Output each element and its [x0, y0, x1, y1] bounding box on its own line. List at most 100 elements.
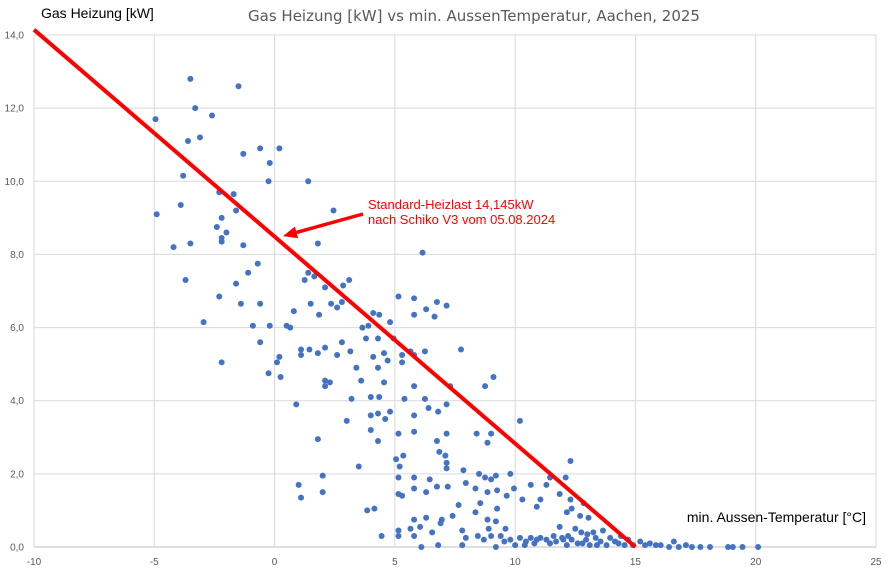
data-point	[411, 295, 418, 302]
data-point	[597, 538, 604, 545]
data-point	[367, 412, 374, 419]
data-point	[519, 496, 526, 503]
data-point	[547, 540, 554, 547]
data-point	[560, 536, 567, 543]
data-point	[565, 533, 572, 540]
data-point	[314, 350, 321, 357]
x-tick-label: -10	[27, 557, 42, 568]
data-point	[567, 496, 574, 503]
data-point	[590, 529, 597, 536]
data-point	[533, 536, 540, 543]
data-point	[431, 313, 438, 320]
data-point	[359, 324, 366, 331]
data-point	[192, 105, 199, 112]
data-point	[395, 533, 402, 540]
data-point	[444, 483, 451, 490]
data-point	[382, 416, 389, 422]
x-axis-label: min. Aussen-Temperatur [°C]	[687, 509, 866, 525]
x-tick-label: -5	[150, 557, 159, 568]
data-point	[472, 485, 479, 492]
data-point	[396, 463, 403, 470]
data-point	[367, 426, 374, 433]
data-point	[375, 437, 382, 444]
data-point	[319, 472, 326, 479]
data-point	[418, 544, 425, 550]
data-point	[550, 533, 557, 540]
data-point	[459, 527, 466, 534]
annotation: Standard-Heizlast 14,145kW nach Schiko V…	[282, 197, 555, 239]
data-point	[295, 481, 302, 488]
data-point	[257, 300, 264, 307]
data-point	[301, 277, 308, 284]
data-point	[637, 538, 644, 545]
x-tick-label: 5	[392, 557, 398, 568]
data-point	[245, 269, 252, 276]
data-point	[666, 544, 673, 550]
data-point	[482, 383, 489, 390]
data-point	[449, 512, 456, 519]
data-point	[615, 540, 622, 547]
data-point	[235, 83, 242, 90]
data-point	[362, 335, 369, 342]
data-point	[290, 308, 297, 315]
data-point	[585, 514, 592, 521]
data-point	[435, 542, 442, 549]
standard-heizlast-line	[32, 28, 637, 549]
data-point	[533, 503, 540, 510]
data-point	[257, 339, 264, 346]
y-tick-label: 4,0	[10, 396, 24, 407]
data-point	[180, 172, 187, 179]
data-point	[688, 544, 695, 550]
data-point	[401, 395, 408, 402]
data-point	[579, 540, 586, 547]
data-point	[572, 525, 579, 532]
data-point	[507, 470, 514, 477]
data-point	[443, 302, 450, 309]
data-point	[458, 346, 465, 353]
data-point	[455, 501, 462, 508]
data-point	[411, 533, 418, 540]
y-tick-label: 6,0	[10, 323, 24, 334]
data-point	[376, 394, 383, 401]
data-point	[276, 353, 283, 360]
data-point	[411, 311, 418, 318]
data-point	[568, 536, 575, 543]
data-point	[739, 544, 746, 550]
data-point	[240, 242, 247, 249]
y-tick-label: 10,0	[5, 177, 25, 188]
data-point	[338, 298, 345, 305]
data-point	[233, 207, 240, 214]
data-point	[553, 538, 560, 545]
data-point	[230, 191, 237, 198]
data-point	[488, 430, 495, 437]
data-point	[348, 395, 355, 402]
data-point	[670, 538, 677, 545]
data-point	[646, 540, 653, 547]
data-point	[503, 492, 510, 499]
data-point	[501, 538, 508, 545]
data-point	[353, 364, 360, 371]
chart-title: Gas Heizung [kW] vs min. AussenTemperatu…	[248, 7, 700, 25]
data-point	[521, 542, 528, 549]
data-point	[443, 465, 450, 472]
data-point	[586, 542, 593, 549]
y-axis-label: Gas Heizung [kW]	[41, 5, 154, 21]
data-point	[574, 540, 581, 547]
data-point	[593, 542, 600, 549]
data-point	[443, 401, 450, 408]
data-point	[265, 370, 272, 377]
annotation-line-2: nach Schiko V3 vom 05.08.2024	[368, 212, 555, 227]
data-point	[233, 280, 240, 287]
data-point	[459, 542, 466, 549]
data-point	[187, 75, 194, 82]
data-point	[484, 489, 491, 496]
data-point	[240, 150, 247, 157]
y-tick-label: 12,0	[5, 104, 25, 115]
data-point	[411, 383, 418, 390]
data-point	[436, 448, 443, 455]
data-point	[322, 377, 329, 384]
y-tick-label: 0,0	[10, 543, 24, 554]
data-point	[399, 352, 406, 358]
data-point	[365, 322, 372, 329]
data-point	[527, 481, 534, 488]
